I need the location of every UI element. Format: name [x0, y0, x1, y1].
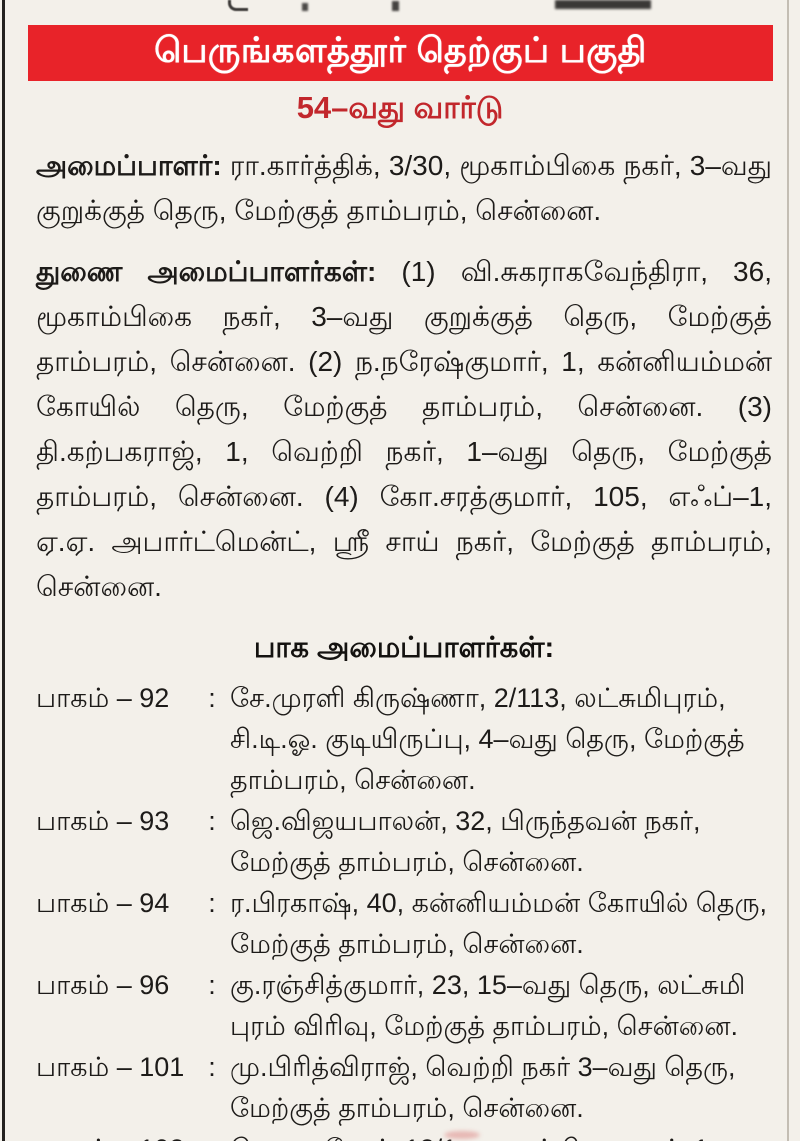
region-title-banner: பெருங்களத்தூர் தெற்குப் பகுதி: [28, 25, 773, 81]
part-colon: :: [208, 970, 216, 1000]
part-row: பாகம் – 102 : செ.ராஜசேகர், 12/1, மூகாம்ப…: [36, 1129, 772, 1141]
part-row: பாகம் – 93 : ஜெ.விஜயபாலன், 32, பிருந்தவன…: [36, 801, 772, 883]
part-row: பாகம் – 101 : மு.பிரித்விராஜ், வெற்றி நக…: [36, 1047, 772, 1129]
part-label: பாகம் – 96: [36, 970, 170, 1000]
part-colon: :: [208, 806, 216, 836]
part-text: சே.முரளி கிருஷ்ணா, 2/113, லட்சுமிபுரம், …: [230, 683, 745, 795]
cut-off-glyph-mark: [555, 0, 651, 9]
cut-off-glyph-mark: [302, 3, 308, 11]
cut-off-text-fragment: [180, 0, 660, 14]
document-body: அமைப்பாளர்: ரா.கார்த்திக், 3/30, மூகாம்ப…: [36, 143, 772, 1141]
ink-bleed-smudge: [444, 1131, 480, 1139]
part-row: பாகம் – 94 : ர.பிரகாஷ், 40, கன்னியம்மன் …: [36, 883, 772, 965]
part-colon: :: [208, 888, 216, 918]
cut-off-glyph-mark: [392, 1, 399, 11]
part-label: பாகம் – 92: [36, 683, 170, 713]
deputy-organizers-text: (1) வி.சுகராகவேந்திரா, 36, மூகாம்பிகை நக…: [36, 256, 772, 602]
part-label: பாகம் – 94: [36, 888, 170, 918]
region-title: பெருங்களத்தூர் தெற்குப் பகுதி: [154, 31, 647, 70]
part-label: பாகம் – 102: [36, 1129, 194, 1141]
page-border-left: [2, 0, 5, 1141]
part-row: பாகம் – 92 : சே.முரளி கிருஷ்ணா, 2/113, ல…: [36, 678, 772, 801]
deputy-organizers-label: துணை அமைப்பாளர்கள்:: [36, 256, 377, 287]
part-organizers-list: பாகம் – 92 : சே.முரளி கிருஷ்ணா, 2/113, ல…: [36, 678, 772, 1141]
part-label: பாகம் – 101: [36, 1052, 185, 1082]
part-text: செ.ராஜசேகர், 12/1, மூகாம்பிகை நகர், 1–வத…: [230, 1129, 772, 1141]
part-colon: :: [194, 1129, 230, 1141]
part-colon: :: [208, 683, 216, 713]
part-text: கு.ரஞ்சித்குமார், 23, 15–வது தெரு, லட்சு…: [230, 970, 746, 1041]
deputy-organizers-paragraph: துணை அமைப்பாளர்கள்: (1) வி.சுகராகவேந்திர…: [36, 249, 772, 609]
part-text: ஜெ.விஜயபாலன், 32, பிருந்தவன் நகர், மேற்க…: [230, 806, 701, 877]
organizer-label: அமைப்பாளர்:: [36, 150, 222, 181]
cut-off-glyph-mark: [228, 0, 248, 11]
page-border-right: [787, 0, 789, 1141]
part-text: மு.பிரித்விராஜ், வெற்றி நகர் 3–வது தெரு,…: [230, 1052, 736, 1123]
part-organizers-heading: பாக அமைப்பாளர்கள்:: [253, 632, 555, 664]
part-label: பாகம் – 93: [36, 806, 170, 836]
organizer-text: ரா.கார்த்திக், 3/30, மூகாம்பிகை நகர், 3–…: [36, 150, 772, 226]
part-text: ர.பிரகாஷ், 40, கன்னியம்மன் கோயில் தெரு, …: [230, 888, 767, 959]
organizer-paragraph: அமைப்பாளர்: ரா.கார்த்திக், 3/30, மூகாம்ப…: [36, 143, 772, 233]
ward-title: 54–வது வார்டு: [296, 90, 504, 125]
part-row: பாகம் – 96 : கு.ரஞ்சித்குமார், 23, 15–வத…: [36, 965, 772, 1047]
part-colon: :: [208, 1052, 216, 1082]
